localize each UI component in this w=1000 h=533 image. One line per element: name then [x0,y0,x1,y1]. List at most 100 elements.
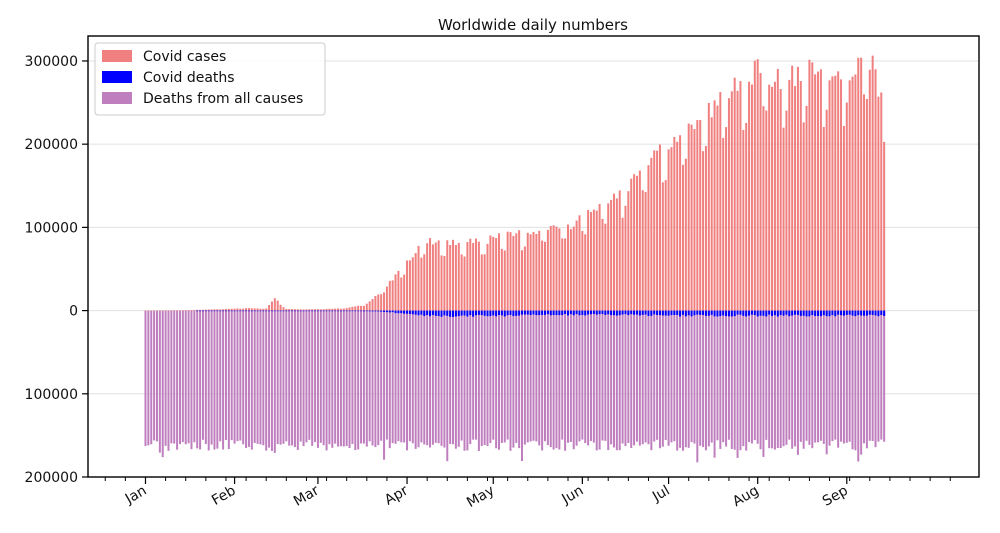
bar-covid-cases [495,238,498,311]
bar-deaths-all-causes [360,310,363,444]
bar-covid-cases [204,309,207,311]
bar-covid-deaths [877,310,880,317]
bar-covid-cases [374,295,377,311]
bar-covid-cases [874,69,877,311]
bar-covid-deaths [345,310,348,312]
bar-covid-deaths [808,310,811,317]
bar-covid-cases [647,165,650,311]
bar-deaths-all-causes [247,310,250,447]
bar-covid-deaths [771,310,774,316]
bar-covid-cases [868,69,871,311]
bar-covid-deaths [380,310,383,312]
bar-deaths-all-causes [250,310,253,450]
bar-covid-deaths [495,310,498,317]
bar-deaths-all-causes [575,310,578,446]
bar-covid-deaths [802,310,805,316]
bar-deaths-all-causes [429,310,432,448]
bar-covid-cases [434,242,437,311]
bar-covid-deaths [299,310,302,312]
bar-covid-deaths [489,310,492,317]
bar-covid-cases [523,246,526,311]
bar-deaths-all-causes [592,310,595,443]
bar-covid-cases [782,127,785,311]
bar-covid-cases [673,136,676,311]
bar-covid-deaths [874,310,877,316]
bar-covid-cases [719,92,722,311]
bar-covid-deaths [759,310,762,316]
bar-deaths-all-causes [871,310,874,442]
bar-deaths-all-causes [796,310,799,455]
bar-covid-deaths [805,310,808,317]
bar-covid-cases [325,308,328,311]
bar-deaths-all-causes [529,310,532,442]
bar-deaths-all-causes [400,310,403,443]
bar-deaths-all-causes [385,310,388,440]
bar-covid-deaths [262,310,265,312]
bar-deaths-all-causes [477,310,480,451]
bar-deaths-all-causes [776,310,779,449]
bar-deaths-all-causes [357,310,360,450]
bar-deaths-all-causes [337,310,340,447]
bar-covid-cases [587,210,590,311]
bar-covid-deaths [822,310,825,316]
y-tick-label-3: 0 [69,304,78,320]
bar-covid-cases [173,310,176,311]
x-tick-label-8: Sep [820,483,851,510]
bar-covid-deaths [469,310,472,316]
bar-covid-cases [362,305,365,311]
bar-deaths-all-causes [733,310,736,450]
bar-covid-deaths [796,310,799,315]
bar-deaths-all-causes [840,310,843,442]
bar-covid-cases [282,307,285,311]
bar-deaths-all-causes [265,310,268,451]
bar-covid-cases [604,223,607,311]
bar-deaths-all-causes [704,310,707,451]
bar-covid-deaths [210,310,213,312]
bar-covid-deaths [834,310,837,317]
bar-covid-deaths [219,310,222,312]
bar-covid-deaths [322,310,325,312]
bar-covid-deaths [268,310,271,312]
bar-deaths-all-causes [736,310,739,458]
bar-covid-cases [546,229,549,311]
bar-covid-cases [500,248,503,311]
bar-covid-cases [230,308,233,311]
bar-covid-deaths [498,310,501,316]
bar-deaths-all-causes [227,310,230,450]
bar-covid-cases [345,308,348,311]
bar-covid-cases [656,150,659,311]
bar-covid-cases [239,308,242,311]
bar-covid-cases [658,144,661,311]
bar-covid-cases [811,62,814,311]
bar-covid-deaths [670,310,673,316]
bar-covid-cases [414,253,417,311]
bar-deaths-all-causes [181,310,184,443]
bar-deaths-all-causes [397,310,400,442]
bar-covid-deaths [515,310,518,316]
legend-label-covid-deaths: Covid deaths [143,70,235,86]
bar-covid-deaths [374,310,377,312]
bar-covid-cases [762,106,765,311]
bar-covid-cases [420,257,423,311]
bar-covid-deaths [635,310,638,315]
bar-covid-deaths [618,310,621,316]
bar-covid-cases [607,203,610,311]
bar-deaths-all-causes [199,310,202,450]
bar-covid-deaths [638,310,641,316]
bar-covid-deaths [811,310,814,316]
bar-deaths-all-causes [538,310,541,446]
bar-covid-deaths [388,310,391,313]
bar-deaths-all-causes [388,310,391,449]
bar-covid-deaths [566,310,569,316]
bar-covid-deaths [719,310,722,317]
bar-covid-cases [431,244,434,311]
bar-covid-deaths [673,310,676,316]
bar-covid-cases [199,309,202,311]
bar-deaths-all-causes [615,310,618,451]
bar-covid-deaths [782,310,785,316]
bar-covid-deaths [334,310,337,312]
bar-deaths-all-causes [299,310,302,442]
bar-deaths-all-causes [543,310,547,442]
bar-covid-cases [319,309,322,311]
bar-covid-cases [526,232,529,311]
